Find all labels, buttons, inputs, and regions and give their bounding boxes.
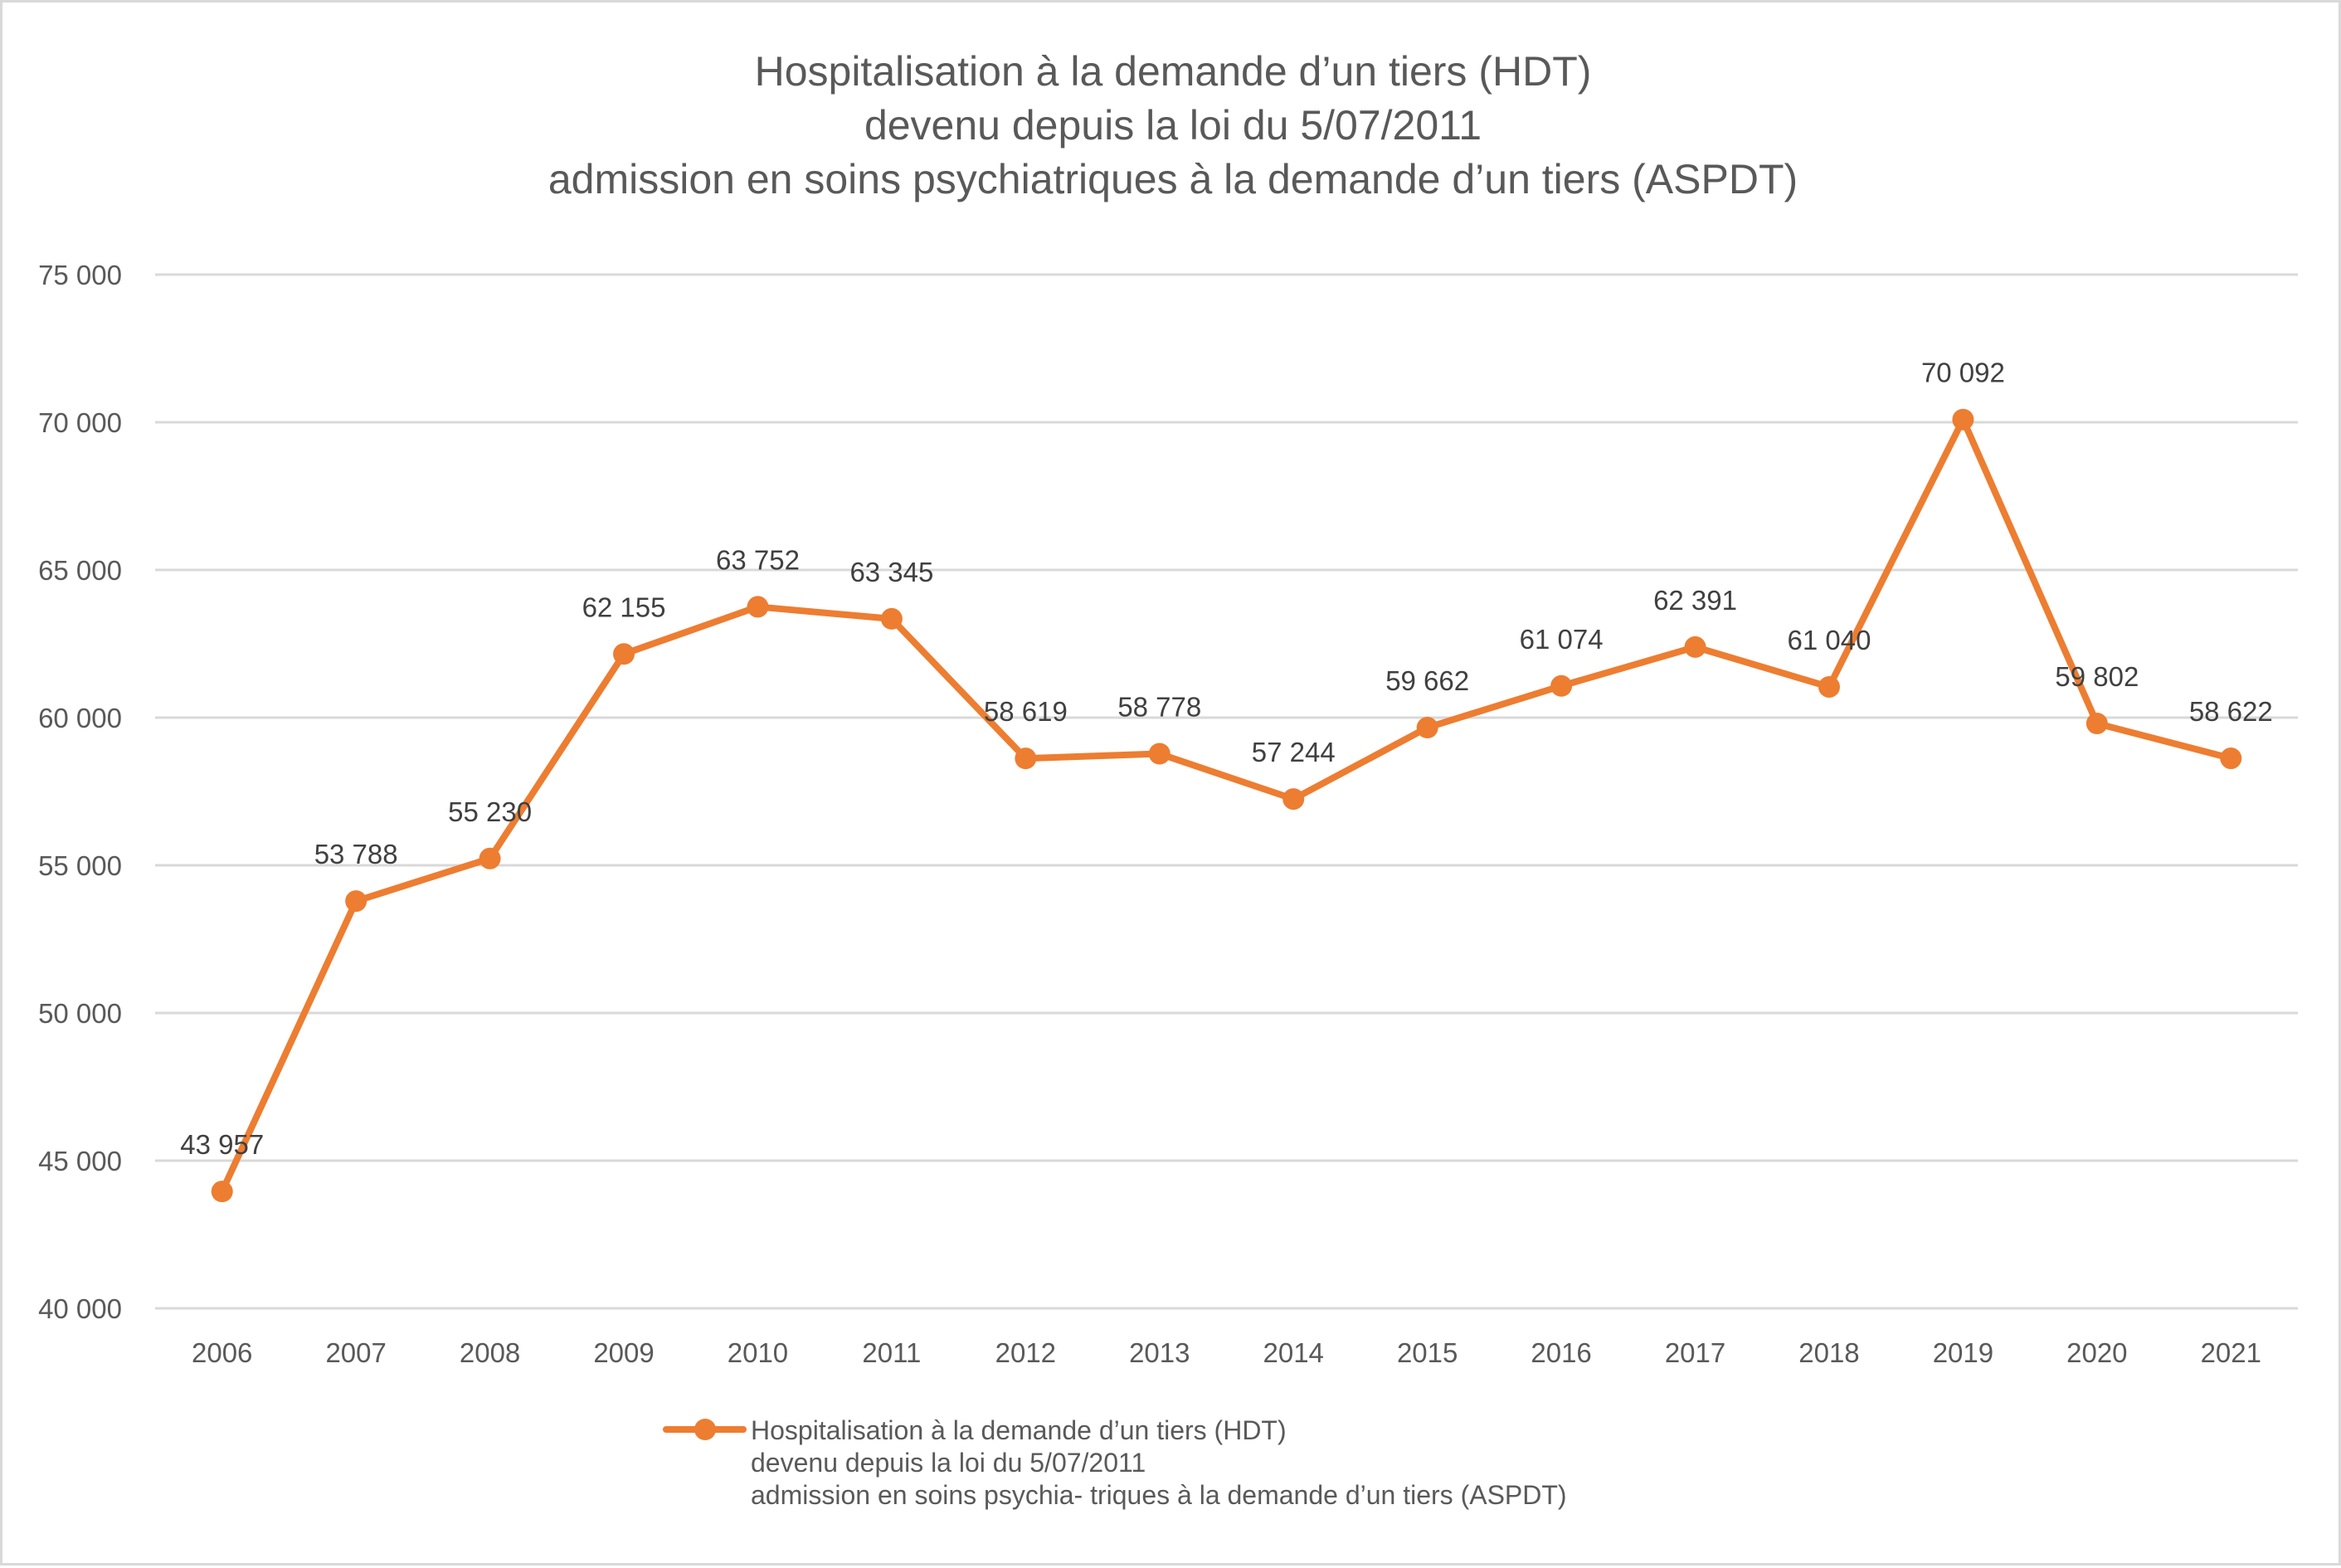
legend-label-line-3: admission en soins psychia- triques à la… (751, 1480, 1567, 1510)
x-tick-label: 2006 (192, 1337, 252, 1368)
data-label: 61 074 (1520, 624, 1604, 655)
y-tick-label: 55 000 (38, 850, 122, 881)
chart-title: Hospitalisation à la demande d’un tiers … (548, 48, 1798, 202)
data-label: 58 619 (984, 696, 1068, 727)
x-tick-label: 2020 (2066, 1337, 2127, 1368)
x-tick-label: 2019 (1933, 1337, 1993, 1368)
y-axis: 40 000 45 000 50 000 55 000 60 000 65 000 70 0… (38, 260, 122, 1324)
x-tick-label: 2014 (1263, 1337, 1324, 1368)
data-label: 57 244 (1252, 737, 1336, 767)
x-tick-label: 2021 (2201, 1337, 2261, 1368)
chart-title-line-3: admission en soins psychiatriques à la d… (548, 156, 1798, 202)
x-tick-label: 2017 (1665, 1337, 1725, 1368)
y-tick-label: 40 000 (38, 1293, 122, 1324)
data-label: 61 040 (1788, 625, 1871, 655)
data-point-marker (613, 643, 635, 665)
x-tick-label: 2008 (460, 1337, 520, 1368)
data-label: 58 622 (2189, 696, 2273, 727)
y-tick-label: 60 000 (38, 703, 122, 733)
data-labels: 43 957 53 788 55 230 62 155 63 752 63 345 58 6… (180, 358, 2273, 1160)
data-label: 58 778 (1117, 692, 1201, 723)
data-point-marker (2220, 747, 2242, 770)
data-point-marker (1416, 717, 1438, 739)
series (211, 408, 2242, 1203)
x-tick-label: 2007 (325, 1337, 386, 1368)
x-tick-label: 2010 (728, 1337, 788, 1368)
data-point-marker (1282, 788, 1305, 811)
x-tick-label: 2009 (593, 1337, 654, 1368)
data-label: 55 230 (448, 796, 532, 827)
data-label: 53 788 (314, 839, 398, 869)
data-point-marker (1550, 674, 1573, 697)
data-point-marker (1952, 408, 1974, 431)
data-label: 62 391 (1653, 585, 1737, 616)
x-axis: 2006 2007 2008 2009 2010 2011 2012 2013 2014 2015… (192, 1337, 2261, 1368)
data-label: 43 957 (180, 1129, 264, 1160)
data-point-marker (880, 607, 903, 630)
data-point-marker (1148, 743, 1170, 765)
legend-label-line-1: Hospitalisation à la demande d’un tiers … (751, 1415, 1287, 1445)
x-tick-label: 2018 (1798, 1337, 1859, 1368)
data-point-marker (211, 1181, 233, 1203)
data-label: 70 092 (1921, 358, 2005, 388)
data-label: 62 155 (582, 592, 666, 622)
data-label: 63 345 (849, 557, 933, 587)
chart-title-line-1: Hospitalisation à la demande d’un tiers … (755, 48, 1592, 95)
y-tick-label: 65 000 (38, 555, 122, 586)
x-tick-label: 2011 (862, 1337, 921, 1368)
data-point-marker (1684, 635, 1706, 658)
x-tick-label: 2013 (1129, 1337, 1190, 1368)
data-point-marker (747, 596, 769, 618)
data-label: 63 752 (716, 544, 800, 575)
y-tick-label: 50 000 (38, 998, 122, 1029)
legend-label-line-2: devenu depuis la loi du 5/07/2011 (751, 1448, 1146, 1478)
chart-title-line-2: devenu depuis la loi du 5/07/2011 (864, 102, 1482, 149)
data-point-marker (345, 890, 367, 913)
y-tick-label: 75 000 (38, 260, 122, 290)
legend-series-marker-icon (694, 1419, 716, 1440)
data-point-marker (479, 847, 501, 869)
x-tick-label: 2016 (1531, 1337, 1591, 1368)
x-tick-label: 2012 (995, 1337, 1056, 1368)
gridlines (155, 273, 2298, 1310)
legend: Hospitalisation à la demande d’un tiers … (663, 1415, 1567, 1510)
y-tick-label: 70 000 (38, 407, 122, 438)
data-label: 59 802 (2055, 661, 2139, 692)
series-line (218, 416, 2235, 1195)
data-label: 59 662 (1385, 665, 1469, 696)
data-point-marker (1015, 747, 1037, 770)
data-point-marker (1818, 675, 1840, 698)
x-tick-label: 2015 (1397, 1337, 1458, 1368)
y-tick-label: 45 000 (38, 1146, 122, 1176)
data-point-marker (2085, 713, 2108, 735)
